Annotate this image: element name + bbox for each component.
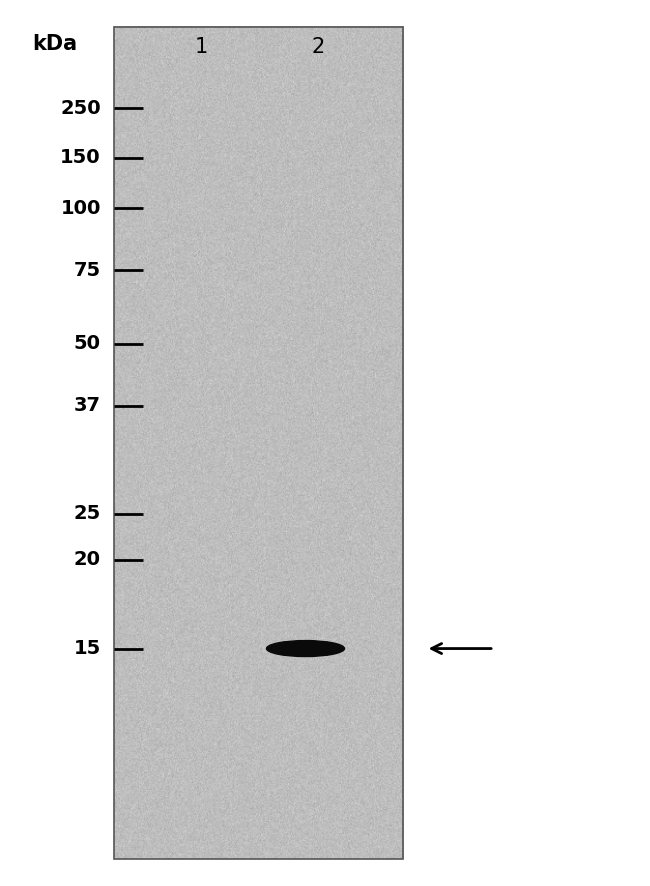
Text: 75: 75 [73, 260, 101, 280]
Ellipse shape [266, 641, 344, 657]
Text: 1: 1 [195, 37, 208, 58]
Text: 50: 50 [73, 334, 101, 354]
Bar [114, 27, 403, 859]
Text: 15: 15 [73, 639, 101, 658]
Text: kDa: kDa [32, 34, 78, 54]
Text: 250: 250 [60, 98, 101, 118]
Text: 37: 37 [73, 396, 101, 416]
Text: 150: 150 [60, 148, 101, 167]
Text: 100: 100 [60, 198, 101, 218]
Text: 2: 2 [312, 37, 325, 58]
Text: 20: 20 [73, 550, 101, 570]
Text: 25: 25 [73, 504, 101, 524]
